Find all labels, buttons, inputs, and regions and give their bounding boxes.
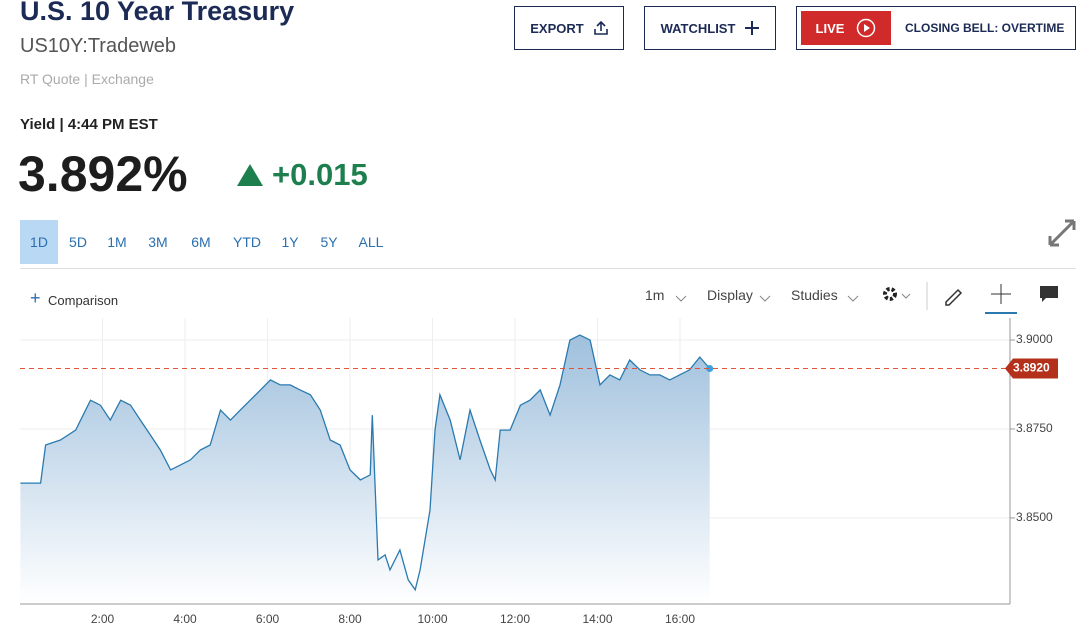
quote-source: RT Quote | Exchange	[20, 71, 154, 87]
plus-sign: +	[30, 288, 41, 308]
tool-icons[interactable]	[880, 282, 1070, 316]
interval[interactable]: 1m	[645, 287, 665, 303]
up-arrow	[237, 164, 263, 186]
symbol: US10Y:Tradeweb	[20, 35, 177, 57]
expand-icon[interactable]	[1048, 219, 1076, 247]
comparison[interactable]: Comparison	[48, 293, 119, 308]
range-tab[interactable]: YTD	[233, 234, 261, 250]
area	[20, 335, 710, 604]
x-tick-label: 2:00	[91, 612, 115, 626]
last-point	[706, 365, 714, 373]
play-icon	[857, 18, 876, 38]
x-tick-label: 14:00	[582, 612, 612, 626]
export-button[interactable]: EXPORT	[514, 6, 624, 50]
x-tick-label: 12:00	[500, 612, 530, 626]
plus-icon	[745, 21, 760, 35]
range-tab[interactable]: 5D	[69, 234, 87, 250]
live-badge: LIVE	[801, 11, 891, 45]
export-label: EXPORT	[530, 20, 584, 36]
y-tick-label: 3.8500	[1016, 510, 1053, 524]
change: +0.015	[272, 157, 368, 192]
range-tab[interactable]: 1D	[20, 220, 58, 264]
x-tick-label: 6:00	[256, 612, 280, 626]
export-icon	[593, 21, 608, 35]
dropdown-carets	[676, 295, 859, 302]
x-tick-label: 16:00	[665, 612, 695, 626]
live-show: CLOSING BELL: OVERTIME	[905, 21, 1065, 35]
x-tick-label: 10:00	[417, 612, 447, 626]
x-tick-label: 4:00	[173, 612, 197, 626]
watchlist-label: WATCHLIST	[660, 20, 736, 36]
range-tab[interactable]: 1M	[107, 234, 127, 250]
range-tab[interactable]: 1Y	[281, 234, 299, 250]
last-price-label: 3.8920	[1013, 361, 1050, 375]
y-tick-label: 3.9000	[1016, 332, 1053, 346]
line	[20, 334, 711, 592]
watchlist-button[interactable]: WATCHLIST	[644, 6, 776, 50]
range-tab[interactable]: 3M	[148, 234, 168, 250]
divider	[20, 268, 1076, 269]
title: U.S. 10 Year Treasury	[20, 0, 295, 26]
price: 3.892%	[18, 146, 188, 202]
display[interactable]: Display	[707, 287, 753, 303]
live-button[interactable]: LIVE CLOSING BELL: OVERTIME	[796, 6, 1076, 50]
range-tab[interactable]: 5Y	[320, 234, 338, 250]
x-tick-label: 8:00	[338, 612, 362, 626]
chart: 2:00 4:00 6:00 8:00 10:00 12:00 14:00 16:00 3.85…	[20, 318, 1058, 626]
quote-label: Yield | 4:44 PM EST	[20, 116, 158, 133]
last-price-tag	[1005, 358, 1058, 379]
range-tab[interactable]: ALL	[358, 234, 384, 250]
range-tab[interactable]: 6M	[191, 234, 211, 250]
y-tick-label: 3.8750	[1016, 421, 1053, 435]
live-label: LIVE	[815, 20, 845, 36]
studies[interactable]: Studies	[791, 287, 838, 303]
